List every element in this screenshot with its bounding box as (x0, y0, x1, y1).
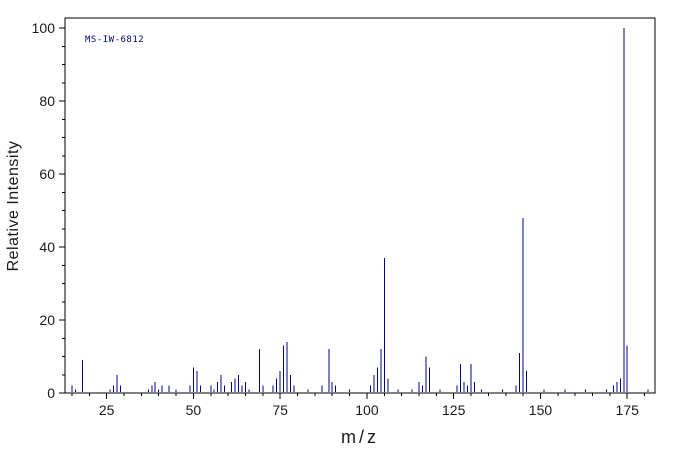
svg-text:25: 25 (99, 402, 115, 418)
svg-text:150: 150 (529, 402, 553, 418)
x-axis-title: m/z (341, 427, 379, 447)
svg-text:50: 50 (186, 402, 202, 418)
svg-text:125: 125 (442, 402, 466, 418)
svg-text:175: 175 (616, 402, 640, 418)
svg-text:60: 60 (39, 166, 55, 182)
spectrum-id-label: MS-IW-6812 (85, 35, 145, 45)
svg-text:100: 100 (32, 20, 56, 36)
svg-text:40: 40 (39, 239, 55, 255)
svg-text:100: 100 (355, 402, 379, 418)
svg-text:20: 20 (39, 312, 55, 328)
svg-text:80: 80 (39, 93, 55, 109)
y-axis-title: Relative Intensity (5, 140, 22, 272)
svg-text:0: 0 (47, 385, 55, 401)
svg-text:75: 75 (272, 402, 288, 418)
